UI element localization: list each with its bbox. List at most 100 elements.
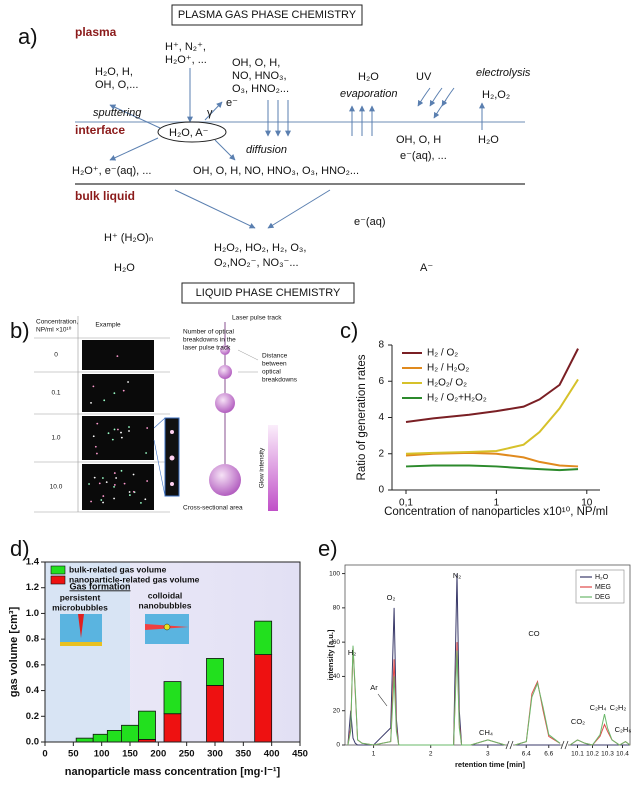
spot bbox=[105, 481, 108, 484]
spot bbox=[170, 482, 174, 486]
y-tick-label: 60 bbox=[333, 639, 341, 646]
peak-label: CH₄ bbox=[479, 728, 493, 737]
annotation: breakdowns bbox=[262, 377, 298, 384]
legend-label: DEG bbox=[595, 594, 610, 601]
bar-segment bbox=[163, 713, 182, 743]
ellipse bbox=[157, 121, 227, 143]
spot bbox=[123, 482, 126, 485]
spot bbox=[128, 494, 131, 496]
spot bbox=[128, 430, 130, 432]
chem-text: OH, O, H bbox=[396, 134, 441, 146]
spot bbox=[116, 355, 119, 357]
spot bbox=[113, 428, 116, 431]
x-tick-label: 300 bbox=[207, 749, 223, 760]
chem-text: UV bbox=[416, 71, 432, 83]
x-tick-label: 3 bbox=[486, 751, 490, 758]
arrows bbox=[109, 68, 485, 229]
x-tick-label: 0 bbox=[42, 749, 47, 760]
chem-text: H₂O bbox=[114, 262, 135, 274]
chem-text: H₂O₂, HO₂, H₂, O₃, bbox=[214, 242, 306, 254]
annotation: nanobubbles bbox=[139, 600, 192, 610]
y-tick-label: 0.4 bbox=[26, 685, 40, 696]
annotation: breakdowns in the bbox=[183, 337, 236, 344]
y-axis-label: intensity [a.u.] bbox=[326, 629, 335, 680]
panel-label: b) bbox=[10, 318, 30, 343]
series-line bbox=[405, 378, 579, 455]
peak-label: C₂H₂ bbox=[610, 703, 627, 712]
spot bbox=[122, 389, 125, 392]
chem-text: e⁻ bbox=[226, 97, 238, 109]
spot bbox=[128, 491, 131, 493]
spot bbox=[146, 427, 149, 429]
spot bbox=[132, 490, 135, 493]
legend-swatch bbox=[50, 575, 66, 585]
y-tick-label: 0.8 bbox=[26, 634, 39, 645]
header: Concentration, bbox=[36, 319, 78, 326]
chem-text: A⁻ bbox=[420, 262, 433, 274]
row-label: 10.0 bbox=[50, 484, 63, 491]
annotation: Number of optical bbox=[183, 329, 234, 336]
x-axis-label: retention time [min] bbox=[455, 760, 526, 769]
spot bbox=[101, 477, 104, 479]
legend-label: H₂ / O₂+H₂O₂ bbox=[427, 393, 487, 404]
bar-segment bbox=[254, 654, 273, 743]
leader bbox=[237, 349, 259, 361]
bar-segment bbox=[254, 620, 273, 655]
annotation: between bbox=[262, 361, 287, 368]
x-tick-label: 100 bbox=[94, 749, 110, 760]
illustration bbox=[163, 623, 171, 631]
peak-label: H₂ bbox=[348, 648, 356, 657]
spot bbox=[111, 438, 114, 441]
zone-label: interface bbox=[75, 123, 125, 137]
x-tick-label: 10 bbox=[581, 498, 593, 509]
spot bbox=[96, 452, 98, 455]
x-axis-label: Concentration of nanoparticles x10¹⁰, NP… bbox=[384, 506, 608, 518]
sphere bbox=[220, 345, 230, 355]
zone-label: bulk liquid bbox=[75, 189, 135, 203]
spot bbox=[120, 431, 122, 434]
axis-break bbox=[560, 740, 569, 750]
annotation: microbubbles bbox=[52, 602, 108, 612]
annotation: Distance bbox=[262, 353, 288, 360]
x-tick-label: 1 bbox=[494, 498, 500, 509]
y-tick-label: 2 bbox=[378, 448, 384, 459]
x-tick-label: 350 bbox=[235, 749, 251, 760]
chem-text: OH, O, H, bbox=[232, 57, 280, 69]
chem-text: NO, HNO₃, bbox=[232, 70, 287, 82]
row-label: 0 bbox=[54, 352, 58, 359]
chem-text: O₂,NO₂⁻, NO₃⁻... bbox=[214, 257, 299, 269]
y-axis-label: Ratio of generation rates bbox=[356, 354, 368, 480]
chromatogram-line bbox=[514, 681, 561, 746]
spot bbox=[92, 385, 95, 388]
bar-segment bbox=[121, 724, 139, 743]
series-line bbox=[405, 451, 579, 468]
y-tick-label: 6 bbox=[378, 376, 384, 387]
box bbox=[171, 4, 363, 26]
chem-text: H₂O, A⁻ bbox=[169, 127, 209, 139]
chem-text: sputtering bbox=[93, 107, 142, 119]
y-tick-label: 100 bbox=[329, 570, 340, 577]
y-tick-label: 0.0 bbox=[26, 737, 39, 748]
chem-text: OH, O,... bbox=[95, 79, 138, 91]
annotation: Laser pulse track bbox=[232, 315, 282, 322]
box-title: LIQUID PHASE CHEMISTRY bbox=[196, 287, 341, 299]
y-axis-label: gas volume [cm³] bbox=[8, 606, 20, 697]
x-tick-label: 150 bbox=[122, 749, 138, 760]
chem-text: O₃, HNO₂... bbox=[232, 83, 289, 95]
spot bbox=[93, 476, 96, 479]
annotation: Glow intensity bbox=[259, 447, 266, 488]
spot bbox=[169, 455, 175, 461]
spot bbox=[113, 484, 116, 486]
x-tick-label: 10.4 bbox=[616, 751, 629, 758]
spot bbox=[140, 502, 142, 504]
peak-label: O₂ bbox=[387, 593, 396, 602]
annotation: colloidal bbox=[148, 590, 182, 600]
panel-a: a) PLASMA GAS PHASE CHEMISTRY plasma int… bbox=[18, 4, 531, 304]
peak-label: C₂H₄ bbox=[590, 703, 607, 712]
spot bbox=[120, 436, 123, 439]
header: Example bbox=[95, 322, 121, 329]
region-bg bbox=[45, 562, 130, 742]
chem-text: H₂O bbox=[478, 134, 499, 146]
spot bbox=[113, 497, 115, 500]
